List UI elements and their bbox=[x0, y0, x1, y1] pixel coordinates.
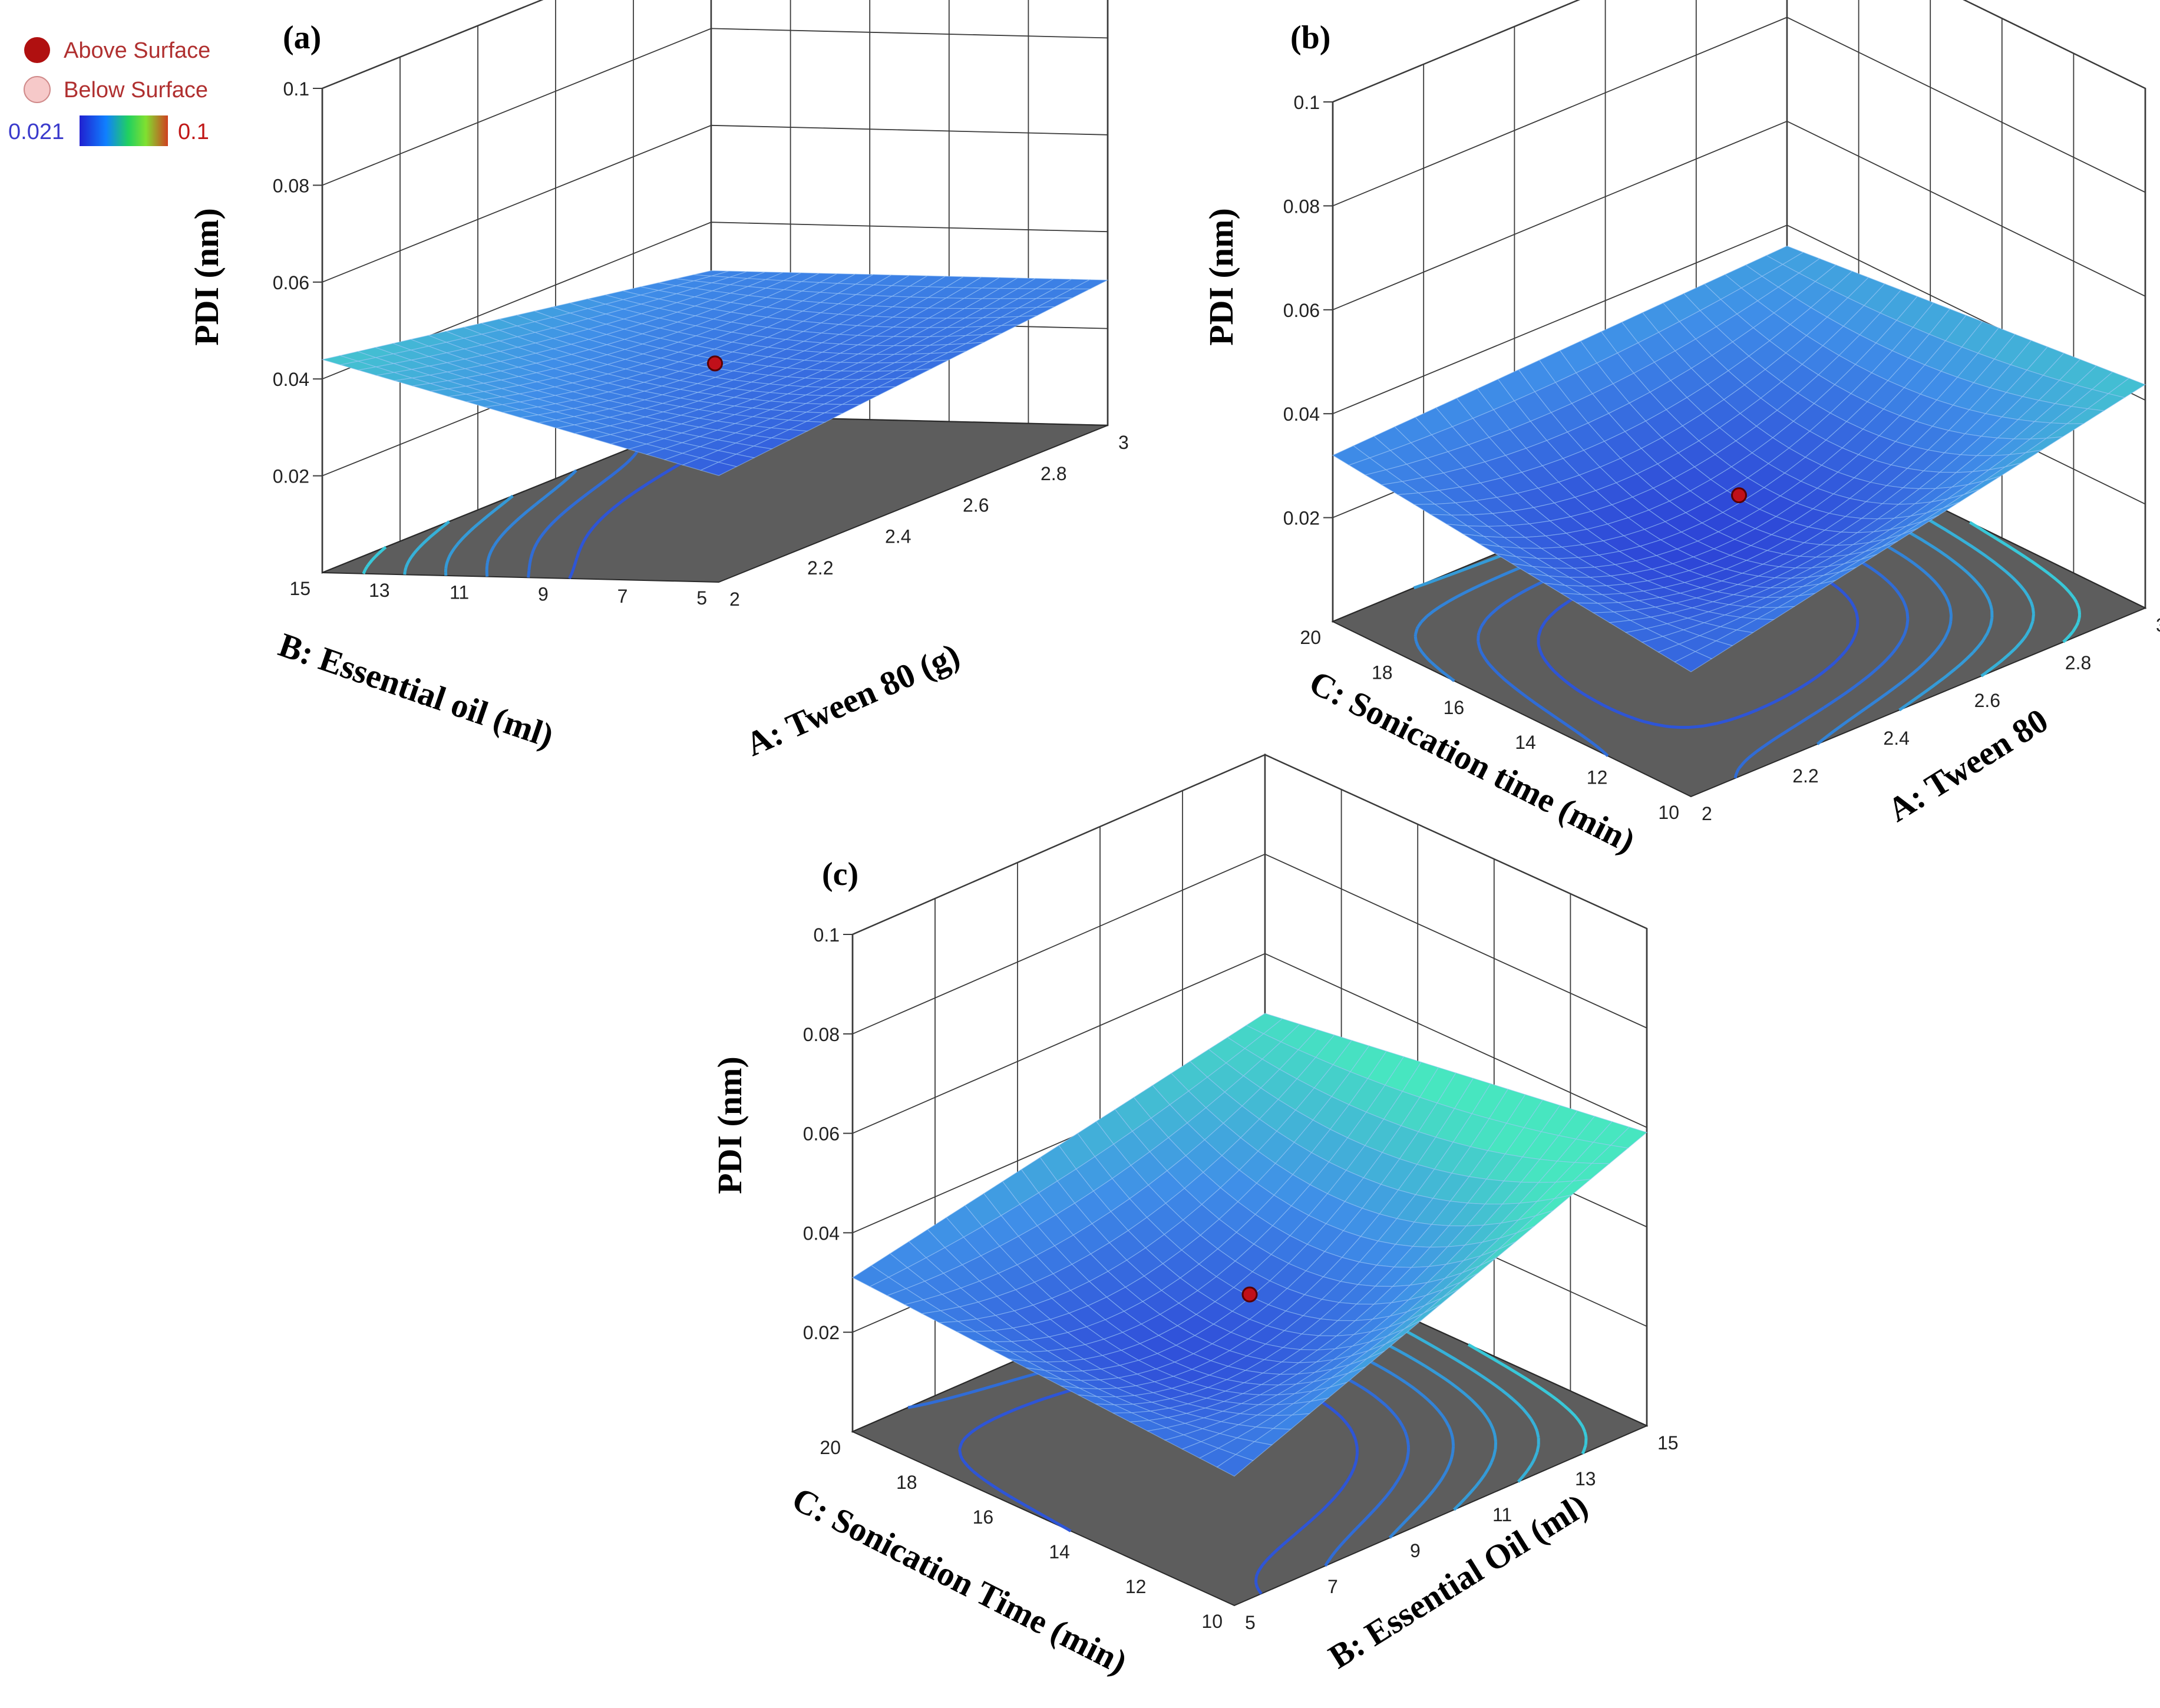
x-tick-label: 2.6 bbox=[1974, 690, 2000, 711]
surface-patch bbox=[1216, 1454, 1254, 1477]
above-surface-label: Above Surface bbox=[64, 38, 210, 63]
z-tick-label: 0.02 bbox=[1283, 508, 1320, 529]
y-tick-label: 14 bbox=[1515, 732, 1536, 753]
x-tick-label: 2 bbox=[729, 589, 740, 610]
z-tick-label: 0.06 bbox=[1283, 300, 1320, 321]
x-tick-label: 3 bbox=[2156, 615, 2160, 636]
panel-label: (c) bbox=[822, 856, 858, 893]
x-tick-label: 5 bbox=[1245, 1612, 1256, 1633]
x-tick-label: 2.8 bbox=[2065, 652, 2091, 673]
y-tick-label: 20 bbox=[1300, 627, 1321, 648]
z-tick-label: 0.06 bbox=[273, 272, 309, 293]
z-tick-label: 0.02 bbox=[803, 1322, 840, 1343]
z-tick-label: 0.1 bbox=[1294, 92, 1320, 113]
x-tick-label: 13 bbox=[1575, 1468, 1596, 1489]
x-tick-label: 2.2 bbox=[807, 557, 833, 579]
y-tick-label: 7 bbox=[617, 586, 628, 607]
floor-contour-line bbox=[527, 444, 642, 578]
color-scale-max-label: 0.1 bbox=[178, 120, 209, 144]
y-tick-label: 12 bbox=[1587, 767, 1608, 788]
z-axis-title: PDI (nm) bbox=[711, 1056, 749, 1194]
design-point-marker bbox=[1241, 1286, 1258, 1303]
above-surface-marker bbox=[24, 37, 50, 63]
y-tick-label: 15 bbox=[289, 578, 311, 599]
z-axis-title: PDI (nm) bbox=[187, 208, 226, 346]
y-tick-label: 14 bbox=[1049, 1541, 1070, 1562]
x-axis-title: A: Tween 80 (g) bbox=[740, 635, 965, 764]
z-tick-label: 0.1 bbox=[814, 924, 840, 946]
y-tick-label: 5 bbox=[696, 587, 707, 609]
z-tick-label: 0.1 bbox=[283, 78, 309, 100]
surface-patch bbox=[1674, 651, 1713, 673]
z-tick-label: 0.02 bbox=[273, 466, 309, 487]
y-tick-label: 10 bbox=[1658, 802, 1679, 823]
wall-gridline-z bbox=[852, 953, 1647, 1134]
x-tick-label: 7 bbox=[1327, 1576, 1338, 1597]
design-point-marker bbox=[707, 355, 723, 372]
wall-gridline-z bbox=[852, 853, 1647, 1035]
panel-c: 0.02 0.04 0.06 0.08 0.1 5 7 9 11 13 15 10 12 14 16 18 20… bbox=[711, 754, 1679, 1681]
panel-b: 0.02 0.04 0.06 0.08 0.1 2 2.2 2.4 2.6 2.8 3 10 12 14 1… bbox=[1202, 0, 2160, 860]
x-tick-label: 2.6 bbox=[963, 494, 989, 516]
x-axis-title: A: Tween 80 bbox=[1881, 701, 2055, 830]
y-tick-label: 16 bbox=[1444, 697, 1465, 718]
x-tick-label: 2.4 bbox=[885, 526, 911, 547]
floor-contour-line bbox=[403, 520, 451, 575]
wall-gridline-z bbox=[322, 124, 1108, 283]
y-tick-label: 16 bbox=[973, 1507, 994, 1528]
wall-gridline-z bbox=[322, 28, 1108, 186]
x-tick-label: 2 bbox=[1702, 803, 1712, 824]
panel-label: (a) bbox=[283, 19, 321, 56]
x-tick-label: 2.8 bbox=[1041, 463, 1066, 484]
y-tick-label: 13 bbox=[369, 580, 390, 601]
y-axis-title: B: Essential oil (ml) bbox=[274, 625, 559, 755]
response-surface bbox=[1332, 245, 2146, 673]
z-tick-label: 0.08 bbox=[273, 175, 309, 196]
z-tick-label: 0.08 bbox=[803, 1024, 840, 1045]
color-scale-min-label: 0.021 bbox=[8, 120, 64, 144]
y-tick-label: 11 bbox=[450, 582, 469, 603]
floor-contour-line bbox=[1467, 1343, 1588, 1455]
floor-contour-line bbox=[444, 494, 514, 576]
wall-gridline-z bbox=[1332, 120, 2146, 310]
color-scale-bar bbox=[80, 115, 168, 146]
surface-patch bbox=[699, 461, 738, 476]
floor-contour-line bbox=[485, 469, 577, 577]
floor-contour-line bbox=[1969, 521, 2082, 643]
z-axis-title: PDI (nm) bbox=[1202, 208, 1240, 346]
z-tick-label: 0.04 bbox=[803, 1223, 840, 1244]
x-tick-label: 2.4 bbox=[1883, 728, 1909, 749]
z-tick-label: 0.08 bbox=[1283, 196, 1320, 217]
y-tick-label: 18 bbox=[896, 1472, 917, 1493]
x-tick-label: 9 bbox=[1410, 1540, 1421, 1561]
wall-gridline-z bbox=[322, 222, 1108, 380]
legend: Above Surface Below Surface 0.021 0.1 bbox=[8, 37, 210, 146]
panel-label: (b) bbox=[1290, 19, 1330, 56]
x-tick-label: 15 bbox=[1657, 1432, 1679, 1453]
response-surface bbox=[321, 270, 1108, 476]
design-point-marker bbox=[1731, 487, 1747, 504]
y-tick-label: 18 bbox=[1372, 662, 1393, 683]
y-tick-label: 12 bbox=[1125, 1576, 1147, 1597]
response-surface bbox=[851, 1013, 1648, 1477]
wall-gridline-z bbox=[1332, 16, 2146, 207]
y-tick-label: 10 bbox=[1201, 1611, 1223, 1632]
panel-a: 0.02 0.04 0.06 0.08 0.1 2 2.2 2.4 2.6 2.8 3 5 7 9 11 13… bbox=[187, 0, 1129, 764]
x-tick-label: 11 bbox=[1492, 1504, 1512, 1525]
below-surface-marker bbox=[24, 76, 51, 103]
y-tick-label: 20 bbox=[820, 1437, 841, 1458]
z-tick-label: 0.04 bbox=[273, 369, 309, 390]
x-tick-label: 2.2 bbox=[1792, 765, 1818, 787]
z-tick-label: 0.06 bbox=[803, 1124, 840, 1145]
below-surface-label: Below Surface bbox=[64, 78, 208, 103]
y-tick-label: 9 bbox=[538, 584, 549, 605]
floor-contour-line bbox=[362, 546, 387, 574]
z-tick-label: 0.04 bbox=[1283, 404, 1320, 425]
x-tick-label: 3 bbox=[1118, 432, 1129, 453]
